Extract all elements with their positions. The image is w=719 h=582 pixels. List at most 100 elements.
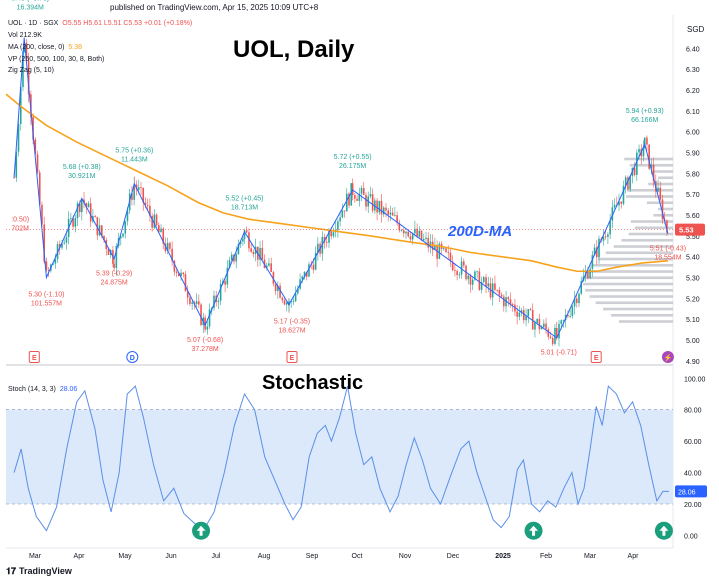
zigzag-label: :0.50)	[11, 216, 29, 223]
event-marker-label: D	[130, 355, 135, 362]
legend-ma: MA (200, close, 0) 5.38	[8, 44, 82, 51]
volume-profile-bar	[586, 270, 673, 273]
time-tick-label: 2025	[495, 553, 511, 560]
candle-body	[43, 224, 46, 262]
candle-body	[294, 293, 297, 302]
price-tick-label: 5.40	[686, 255, 700, 262]
candle-body	[204, 317, 206, 330]
candle-body	[629, 176, 631, 190]
candle-body	[607, 234, 609, 237]
volume-profile-bar	[605, 251, 673, 255]
candle-body	[456, 270, 458, 276]
stochastic-panel: 100.00 80.00 60.00 40.00 20.00 0.00 28.06	[6, 376, 707, 540]
stoch-tick-label: 40.00	[684, 471, 702, 478]
candle-body	[659, 187, 662, 200]
volume-profile-bar	[626, 188, 673, 192]
candle-body	[305, 271, 308, 277]
time-tick-label: May	[118, 553, 132, 560]
candle-body	[620, 201, 623, 204]
time-tick-label: Apr	[628, 553, 640, 560]
candle-body	[454, 270, 456, 271]
candle-body	[642, 148, 645, 157]
stoch-value: 28.06	[59, 386, 78, 393]
candle-body	[94, 216, 96, 218]
candle-body	[78, 203, 81, 213]
price-tick-label: 5.10	[686, 317, 700, 324]
candle-body	[549, 336, 552, 338]
candle-body	[385, 207, 387, 211]
candle-body	[312, 264, 315, 270]
candle-body	[478, 271, 481, 290]
candle-body	[164, 243, 167, 252]
candle-body	[72, 218, 74, 227]
candle-body	[638, 148, 640, 153]
candle-body	[371, 194, 374, 211]
zigzag-label: 5.52 (+0.45)	[226, 195, 264, 202]
zigzag-volume-label: 18.554M	[654, 254, 681, 261]
zigzag-label: 5.17 (-0.35)	[274, 318, 310, 325]
candle-body	[235, 254, 238, 262]
candle-body	[107, 249, 110, 255]
candle-body	[449, 252, 452, 262]
candle-body	[622, 185, 625, 204]
candle-body	[140, 187, 142, 189]
candle-body	[602, 236, 605, 241]
candle-body	[418, 230, 421, 237]
moving-average-line	[5, 93, 669, 273]
candle-body	[434, 245, 436, 250]
candle-body	[527, 309, 530, 317]
candle-body	[416, 228, 418, 237]
candle-body	[551, 337, 554, 344]
volume-profile-bar	[589, 295, 673, 298]
candle-body	[277, 285, 279, 292]
candle-body	[34, 139, 37, 155]
candle-body	[345, 193, 348, 212]
candle-body	[228, 260, 231, 268]
arrow-up-icon	[659, 525, 669, 536]
candle-body	[162, 228, 165, 244]
zigzag-label: 5.30 (-1.10)	[28, 291, 64, 298]
candle-body	[38, 172, 41, 205]
ma-annotation: 200D-MA	[448, 223, 513, 240]
candle-body	[89, 203, 92, 222]
candle-body	[496, 289, 498, 291]
candle-body	[171, 248, 173, 261]
candle-body	[562, 319, 565, 321]
candle-body	[494, 283, 496, 290]
zigzag-volume-label: 26.175M	[339, 163, 366, 170]
candle-body	[233, 254, 235, 262]
time-tick-label: Mar	[584, 553, 597, 560]
candle-body	[213, 295, 215, 308]
candle-body	[32, 116, 34, 140]
candle-body	[543, 323, 545, 328]
candle-body	[330, 230, 333, 237]
candle-body	[598, 238, 600, 258]
candle-body	[85, 203, 88, 208]
event-marker-label: E	[290, 355, 295, 362]
candle-body	[242, 239, 244, 242]
candle-body	[525, 316, 527, 321]
zigzag-label: 5.39 (-0.29)	[96, 270, 132, 277]
time-tick-label: Dec	[447, 553, 460, 560]
candle-body	[591, 255, 594, 269]
candle-body	[13, 177, 15, 179]
stoch-band-fill	[6, 409, 673, 504]
ma-value: 5.38	[68, 44, 82, 51]
currency-label: SGD	[687, 25, 705, 34]
price-tick-label: 5.50	[686, 234, 700, 241]
candle-body	[155, 214, 158, 225]
zigzag-volume-label: 24.875M	[101, 279, 128, 286]
price-axis: 6.40 6.30 6.20 6.10 6.00 5.90 5.80 5.70 5.60 5.50…	[6, 46, 705, 366]
candle-body	[627, 177, 629, 190]
volume-profile-bar	[652, 170, 673, 173]
legend-zigzag: Zig Zag (5, 10)	[8, 67, 54, 74]
candle-body	[451, 261, 454, 271]
candle-body	[389, 212, 392, 215]
candle-body	[226, 267, 229, 285]
zigzag-label: 6.45 (+0.76)	[11, 0, 49, 2]
volume-profile-bar	[630, 220, 673, 223]
candle-body	[580, 281, 583, 294]
candle-body	[382, 207, 385, 215]
candle-body	[17, 123, 20, 152]
